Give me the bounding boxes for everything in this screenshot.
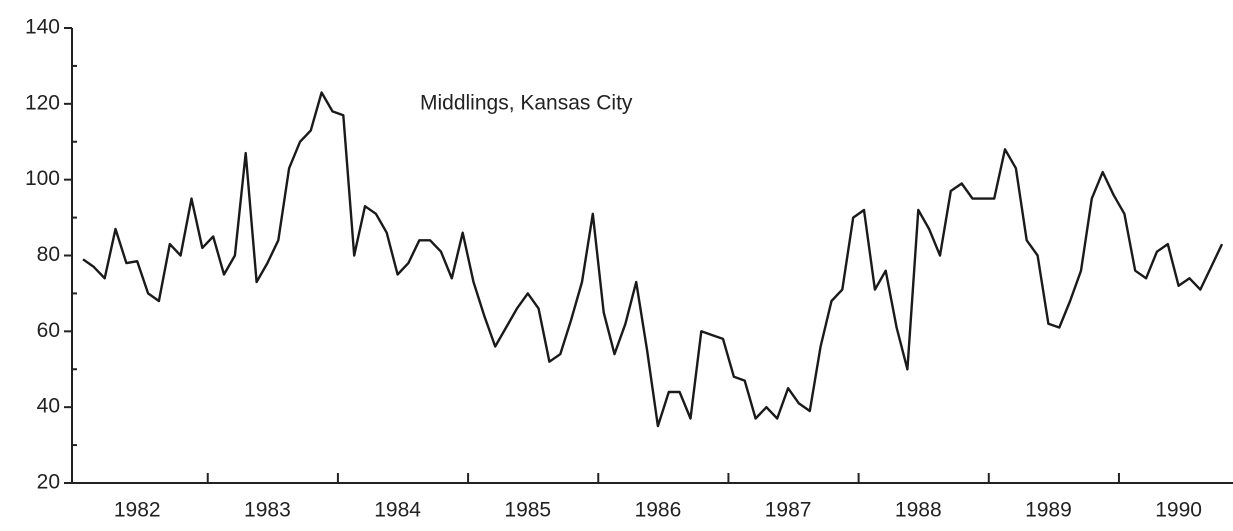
y-tick-label: 60: [37, 319, 60, 342]
chart-title: Middlings, Kansas City: [420, 92, 633, 115]
x-tick-label: 1985: [504, 499, 551, 522]
y-tick-label: 40: [37, 395, 60, 418]
price-line: [82, 91, 1224, 428]
y-tick-label: 140: [25, 16, 60, 39]
x-tick-label: 1987: [765, 499, 812, 522]
y-tick-label: 120: [25, 91, 60, 114]
x-tick-label: 1988: [895, 499, 942, 522]
x-tick-label: 1982: [114, 499, 161, 522]
x-tick-label: 1983: [244, 499, 291, 522]
y-tick-label: 100: [25, 167, 60, 190]
x-tick-label: 1984: [374, 499, 421, 522]
y-tick-label: 80: [37, 243, 60, 266]
x-tick-label: 1990: [1155, 499, 1202, 522]
y-tick-label: 20: [37, 471, 60, 494]
x-tick-label: 1989: [1025, 499, 1072, 522]
x-tick-label: 1986: [635, 499, 682, 522]
